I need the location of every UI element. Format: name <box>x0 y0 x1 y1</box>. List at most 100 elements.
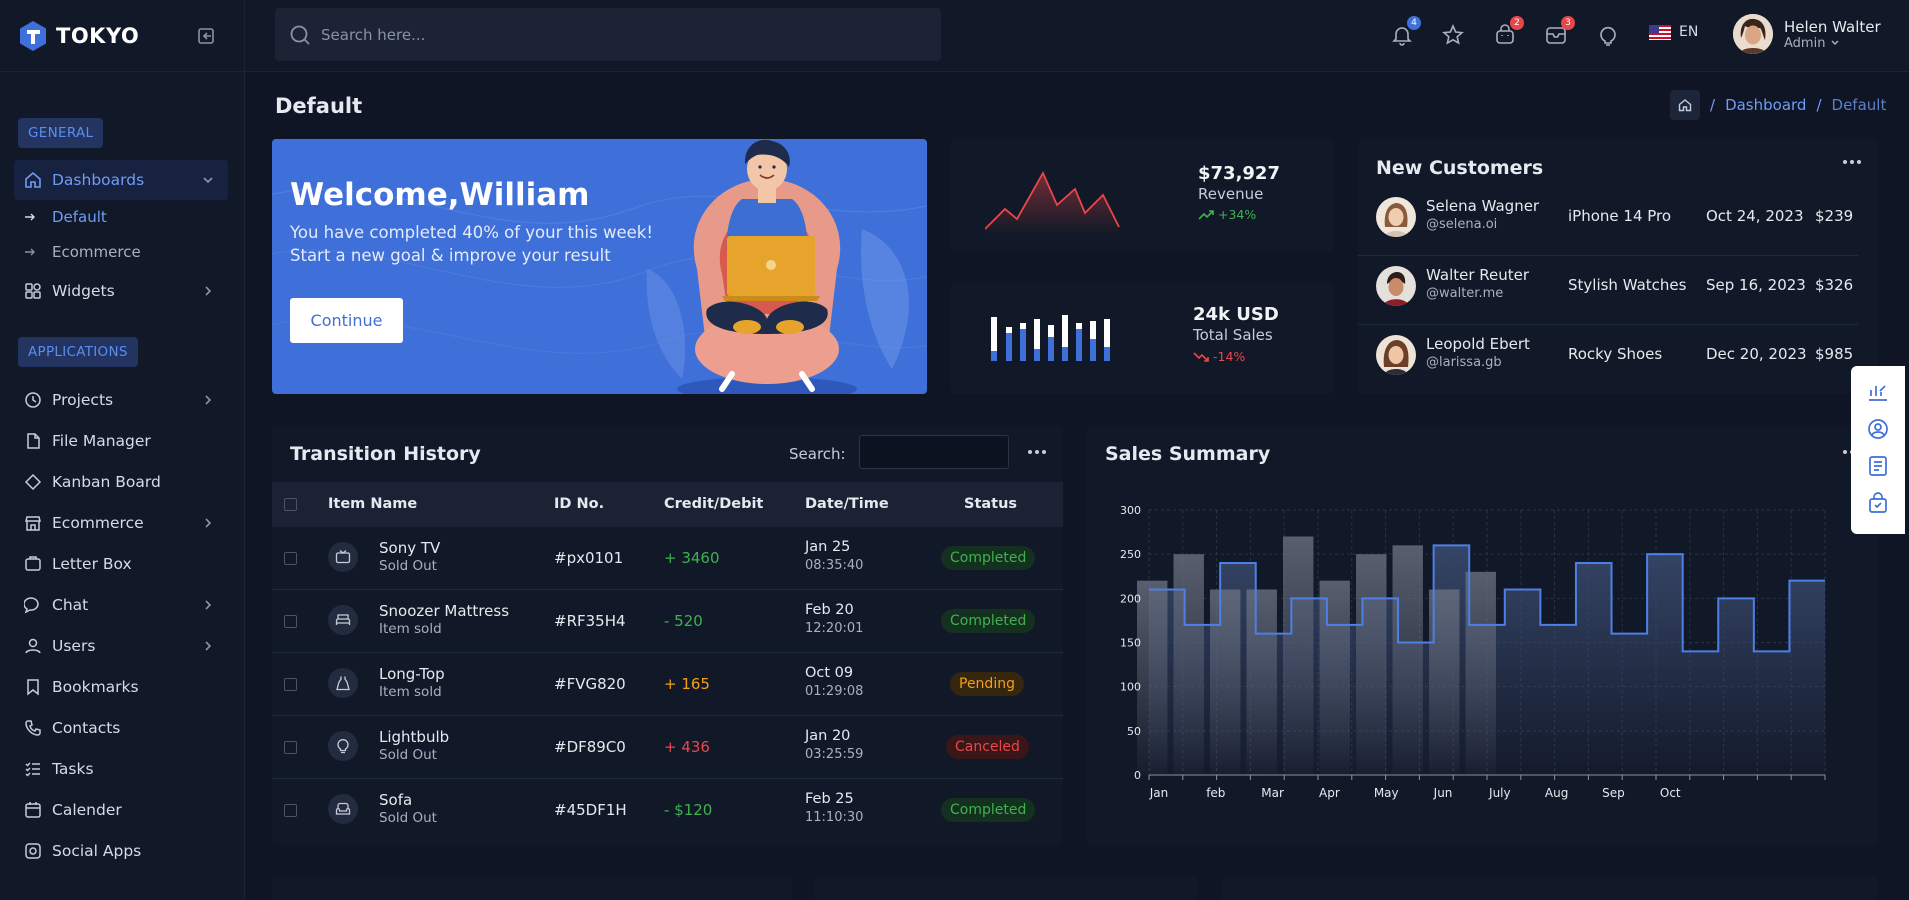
row-checkbox[interactable] <box>284 552 297 565</box>
home-icon[interactable] <box>1670 90 1700 120</box>
sidebar-item-projects[interactable]: Projects <box>14 380 228 420</box>
customer-product: Stylish Watches <box>1568 276 1687 294</box>
column-status[interactable]: Status <box>964 496 1018 512</box>
row-checkbox[interactable] <box>284 804 297 817</box>
theme-toggle-icon[interactable] <box>1597 24 1619 46</box>
table-row[interactable]: Sofa Sold Out #45DF1H - $120 Feb 25 11:1… <box>272 779 1063 842</box>
x-tick-label: Jun <box>1433 786 1453 800</box>
y-tick-label: 250 <box>1120 548 1141 561</box>
avatar <box>1376 197 1416 237</box>
notification-bell-icon[interactable]: 4 <box>1391 16 1421 46</box>
table-row[interactable]: Lightbulb Sold Out #DF89C0 + 436 Jan 20 … <box>272 716 1063 779</box>
more-options-icon[interactable] <box>1027 447 1047 457</box>
support-icon[interactable] <box>1866 417 1890 441</box>
tv-icon <box>328 542 358 572</box>
logo-bar: TOKYO <box>0 0 244 72</box>
status-badge: Completed <box>941 798 1036 822</box>
bottom-card-2 <box>815 876 1198 900</box>
brand-name[interactable]: TOKYO <box>56 23 140 48</box>
user-profile[interactable]: Helen Walter Admin <box>1733 14 1881 54</box>
column-date-time[interactable]: Date/Time <box>805 496 889 512</box>
sidebar-subitem-ecommerce[interactable]: Ecommerce <box>24 243 141 261</box>
sales-summary-chart[interactable]: 0 50 100 150 200 250 300 Jan feb Mar Apr May Jun Jul… <box>1087 490 1847 830</box>
search-box[interactable] <box>275 8 941 61</box>
sidebar-item-dashboards[interactable]: Dashboards <box>14 160 228 200</box>
item-status-text: Item sold <box>379 684 442 700</box>
document-icon[interactable] <box>1866 454 1890 478</box>
row-checkbox[interactable] <box>284 741 297 754</box>
messages-icon[interactable]: 3 <box>1545 16 1575 46</box>
y-tick-label: 150 <box>1120 637 1141 650</box>
sidebar-item-widgets[interactable]: Widgets <box>14 271 228 311</box>
avatar <box>1733 14 1773 54</box>
search-input[interactable] <box>321 25 881 44</box>
table-row[interactable]: Snoozer Mattress Item sold #RF35H4 - 520… <box>272 590 1063 653</box>
column-id[interactable]: ID No. <box>554 496 605 512</box>
sidebar-item-bookmarks[interactable]: Bookmarks <box>14 667 228 707</box>
transition-history-card: Transition History Search: Item Name ID … <box>272 425 1063 845</box>
sidebar-item-ecommerce[interactable]: Ecommerce <box>14 503 228 543</box>
x-tick-label: Jan <box>1149 786 1169 800</box>
user-icon <box>24 637 42 655</box>
sales-bar <box>1246 589 1277 775</box>
tokyo-logo-icon[interactable] <box>16 19 50 53</box>
bulb-icon <box>328 731 358 761</box>
x-tick-label: Mar <box>1261 786 1284 800</box>
chevron-down-icon <box>202 174 214 186</box>
breadcrumb-dashboard[interactable]: Dashboard <box>1725 96 1807 114</box>
sidebar-item-label: Calender <box>52 801 122 819</box>
star-icon[interactable] <box>1442 24 1464 46</box>
row-checkbox[interactable] <box>284 678 297 691</box>
page-title: Default <box>275 94 363 118</box>
total-sales-value: 24k USD <box>1193 304 1279 325</box>
table-row[interactable]: Sony TV Sold Out #px0101 + 3460 Jan 25 0… <box>272 527 1063 590</box>
customizer-icon[interactable] <box>1866 380 1890 404</box>
user-role-dropdown[interactable]: Admin <box>1784 36 1881 51</box>
table-row[interactable]: Long-Top Item sold #FVG820 + 165 Oct 09 … <box>272 653 1063 716</box>
bottom-card-3 <box>1222 876 1878 900</box>
item-id: #RF35H4 <box>554 612 626 630</box>
customer-row[interactable]: Selena Wagner @selena.oi iPhone 14 Pro O… <box>1358 187 1858 256</box>
sales-bar <box>1465 571 1496 775</box>
chevron-right-icon <box>202 599 214 611</box>
column-credit-debit[interactable]: Credit/Debit <box>664 496 764 512</box>
cart-icon[interactable]: 2 <box>1494 16 1524 46</box>
sales-summary-title: Sales Summary <box>1105 443 1271 465</box>
item-status-text: Item sold <box>379 621 442 637</box>
sidebar-item-users[interactable]: Users <box>14 626 228 666</box>
status-badge: Completed <box>941 609 1036 633</box>
user-name: Helen Walter <box>1784 17 1881 36</box>
customer-row[interactable]: Leopold Ebert @larissa.gb Rocky Shoes De… <box>1358 325 1858 394</box>
table-search-label: Search: <box>789 445 846 463</box>
sales-bar <box>1319 580 1350 775</box>
sidebar-item-letter-box[interactable]: Letter Box <box>14 544 228 584</box>
social-icon <box>24 842 42 860</box>
customer-product: Rocky Shoes <box>1568 345 1663 363</box>
sidebar-item-label: File Manager <box>52 432 151 450</box>
sidebar-item-social-apps[interactable]: Social Apps <box>14 831 228 871</box>
row-checkbox[interactable] <box>284 615 297 628</box>
sidebar-collapse-icon[interactable] <box>196 26 216 46</box>
item-id: #px0101 <box>554 549 624 567</box>
language-selector[interactable]: EN <box>1649 24 1698 40</box>
sidebar-item-contacts[interactable]: Contacts <box>14 708 228 748</box>
sidebar-item-kanban[interactable]: Kanban Board <box>14 462 228 502</box>
shop-icon <box>24 514 42 532</box>
sidebar-item-chat[interactable]: Chat <box>14 585 228 625</box>
continue-button[interactable]: Continue <box>290 298 403 343</box>
sidebar-subitem-default[interactable]: Default <box>24 208 107 226</box>
trend-up-icon <box>1198 209 1214 220</box>
x-tick-label: July <box>1488 786 1511 800</box>
search-icon <box>289 24 311 46</box>
customer-row[interactable]: Walter Reuter @walter.me Stylish Watches… <box>1358 256 1858 325</box>
us-flag-icon <box>1649 24 1671 40</box>
sidebar-item-calender[interactable]: Calender <box>14 790 228 830</box>
sidebar-item-tasks[interactable]: Tasks <box>14 749 228 789</box>
select-all-checkbox[interactable] <box>284 498 297 511</box>
column-item-name[interactable]: Item Name <box>328 496 418 512</box>
more-options-icon[interactable] <box>1842 157 1862 167</box>
table-search-input[interactable] <box>859 435 1009 469</box>
total-sales-change-value: -14% <box>1213 349 1246 364</box>
sidebar-item-file-manager[interactable]: File Manager <box>14 421 228 461</box>
shopping-bag-icon[interactable] <box>1866 491 1890 515</box>
